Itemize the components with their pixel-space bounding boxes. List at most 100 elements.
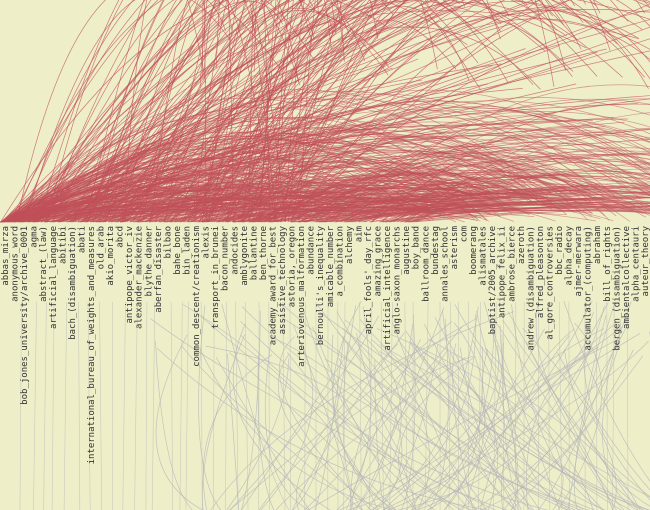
link-curve [207, 0, 473, 223]
link-curve [338, 358, 590, 510]
link-curve [260, 342, 313, 510]
link-curve [241, 197, 650, 223]
link-curve [237, 0, 452, 223]
link-curve [338, 322, 617, 510]
node-label: old_arab [97, 226, 107, 269]
link-curve [87, 0, 247, 223]
link-curve [304, 301, 306, 510]
link-curve [478, 301, 481, 510]
link-curve [12, 0, 326, 223]
link-curve [307, 337, 621, 510]
link-curve [65, 0, 360, 223]
link-curve [19, 301, 22, 510]
link-curve [626, 301, 629, 510]
link-curve [97, 0, 314, 223]
node-label: ben_thorne [259, 226, 269, 280]
link-curve [312, 326, 417, 510]
link-curve [402, 174, 628, 223]
link-curve [1, 7, 456, 223]
link-curve [84, 0, 534, 223]
link-curve [291, 332, 405, 510]
node-label: april_fools'_day_rfc [364, 226, 374, 334]
node-label: boy_band [412, 226, 422, 269]
link-curve [73, 0, 350, 223]
link-curve [139, 0, 358, 223]
link-curve [392, 322, 478, 510]
link-curve [15, 0, 584, 223]
link-curve [428, 318, 449, 510]
link-curve [348, 165, 551, 223]
link-curve [269, 0, 506, 223]
link-curve [201, 169, 343, 223]
link-curve [304, 185, 650, 223]
node-label: bergen_(disambiguation) [612, 226, 622, 351]
link-curve [1, 75, 449, 223]
link-curve [345, 348, 449, 510]
link-curve [258, 355, 474, 510]
node-label: bach_(disambiguation) [68, 226, 78, 340]
link-curve [205, 0, 238, 223]
link-curve [386, 300, 593, 510]
node-label: auteur_theory [641, 225, 650, 296]
link-curve [404, 301, 408, 510]
node-label: abraham [593, 226, 603, 264]
node-label: boomerang [469, 226, 479, 275]
link-curve [293, 324, 354, 510]
link-curve [279, 336, 372, 510]
node-label: blythe_danner [144, 225, 154, 296]
link-curve [427, 338, 640, 510]
link-curve [1, 65, 493, 223]
link-curve [1, 118, 628, 223]
node-label: andrew_(disambiguation) [526, 226, 536, 351]
link-curve [101, 0, 438, 223]
link-curve [487, 318, 560, 510]
link-curve [151, 301, 156, 510]
link-curve [479, 328, 575, 510]
link-curve [511, 304, 605, 510]
link-curve [180, 150, 574, 223]
link-curve [78, 301, 81, 510]
node-label: transport_in_brunei [211, 226, 221, 329]
link-curve [501, 334, 522, 510]
link-curve [417, 344, 500, 510]
link-curve [258, 189, 650, 223]
link-curve [271, 336, 470, 510]
node-label: alfred_pleasonton [536, 226, 546, 318]
link-curve [32, 0, 546, 223]
link-curve [244, 301, 249, 510]
link-curve [82, 0, 312, 223]
link-curve [33, 301, 37, 510]
link-curve [123, 0, 207, 223]
link-curve [271, 310, 534, 510]
link-curve [342, 328, 516, 510]
link-curve [1, 22, 516, 223]
link-curve [170, 0, 322, 223]
link-curve [200, 315, 509, 510]
link-curve [164, 200, 650, 223]
node-label: academy_award_for_best [269, 226, 279, 345]
link-curve [1, 0, 250, 223]
link-curve [1, 0, 476, 223]
link-curve [250, 0, 379, 223]
link-curve [1, 0, 387, 223]
link-curve [404, 206, 650, 223]
link-curve [1, 23, 336, 223]
link-curve [411, 326, 495, 510]
link-curve [221, 304, 290, 510]
node-label: antipope_victor_iv [125, 226, 135, 324]
link-curve [290, 0, 437, 223]
link-curve [22, 0, 445, 223]
node-label: artificial_intelligence [383, 226, 393, 351]
link-curve [350, 188, 617, 223]
link-curve [493, 301, 497, 510]
link-curve [37, 0, 257, 223]
link-curve [228, 0, 323, 223]
link-curve [567, 302, 616, 510]
link-curve [240, 319, 372, 510]
link-curve [174, 160, 650, 223]
link-curve [1, 5, 266, 223]
link-curve [412, 205, 650, 223]
link-curve [19, 0, 373, 223]
link-curve [145, 301, 148, 510]
link-curve [9, 0, 598, 223]
